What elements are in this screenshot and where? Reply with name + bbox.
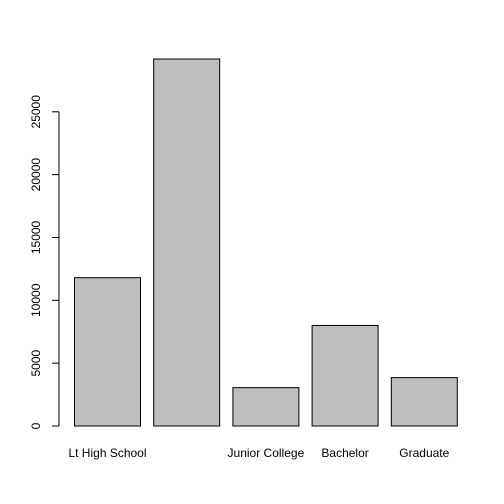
y-tick-label: 10000 — [29, 283, 43, 317]
bar — [232, 387, 300, 427]
x-tick-label: Bachelor — [321, 446, 368, 460]
x-tick-labels: Lt High School Junior College Bachelor Grad… — [68, 446, 449, 460]
y-tick-label: 15000 — [29, 220, 43, 254]
y-tick-label: 25000 — [29, 95, 43, 129]
bar — [74, 277, 141, 427]
y-tick-label: 20000 — [29, 158, 43, 192]
x-tick-label: Lt High School — [68, 446, 146, 460]
bar — [311, 324, 379, 427]
bar — [153, 58, 221, 427]
x-tick-label: Graduate — [399, 446, 449, 460]
y-tick-label: 5000 — [29, 349, 43, 376]
y-axis: 0 5000 10000 15000 20000 25000 — [29, 95, 60, 429]
y-tick-label: 0 — [29, 422, 43, 429]
bars — [74, 58, 458, 427]
bar — [390, 377, 458, 427]
x-tick-label: Junior College — [228, 446, 305, 460]
